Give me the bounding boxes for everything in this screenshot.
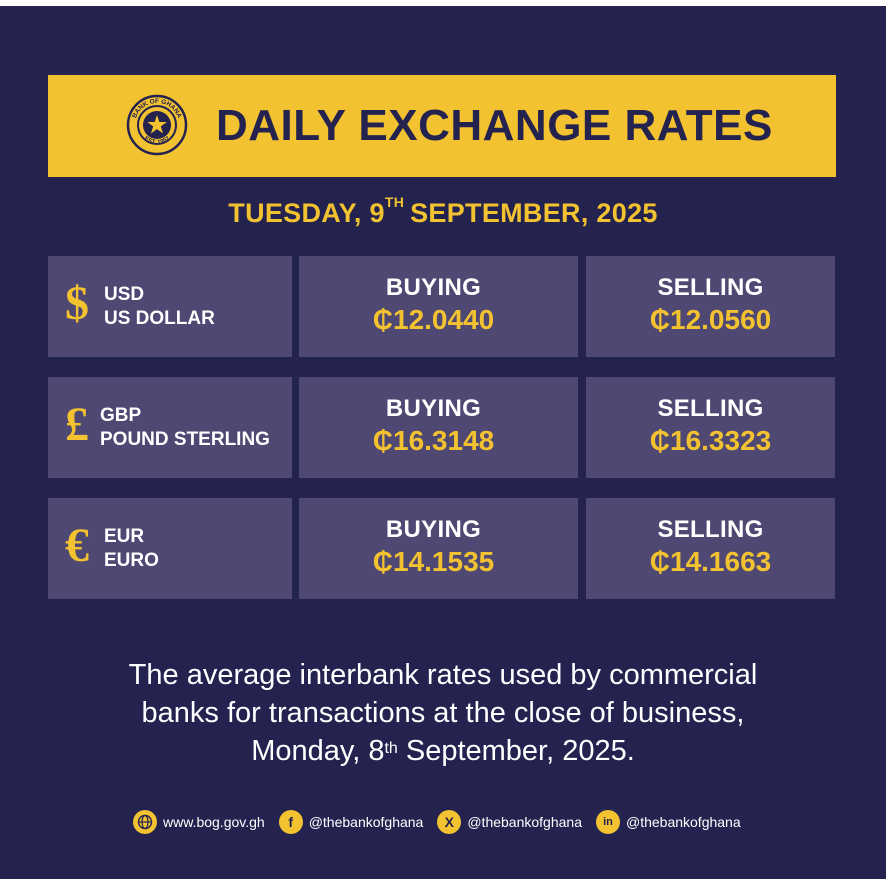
- currency-cell-eur: € EUR EURO: [48, 498, 292, 599]
- buying-rate: ₵16.3148: [372, 425, 495, 456]
- selling-label: SELLING: [657, 274, 764, 301]
- date-rest: SEPTEMBER, 2025: [410, 198, 658, 228]
- linkedin-handle: @thebankofghana: [625, 814, 741, 830]
- currency-code: GBP: [100, 405, 142, 426]
- rates-footnote: The average interbank rates used by comm…: [0, 656, 886, 770]
- x-handle: @thebankofghana: [467, 814, 582, 830]
- currency-code: EUR: [104, 526, 145, 547]
- rates-date: TUESDAY, 9TH SEPTEMBER, 2025: [0, 194, 886, 229]
- selling-cell-gbp: SELLING ₵16.3323: [586, 377, 835, 478]
- social-footer: www.bog.gov.gh f @thebankofghana X @theb…: [133, 810, 741, 834]
- footnote-line-1: The average interbank rates used by comm…: [128, 659, 758, 691]
- linkedin-icon: in: [595, 810, 620, 834]
- currency-cell-usd: $ USD US DOLLAR: [48, 256, 292, 357]
- date-weekday: TUESDAY, 9: [228, 198, 385, 228]
- page-title: DAILY EXCHANGE RATES: [216, 101, 773, 150]
- footnote-date-post: September, 2025.: [397, 735, 635, 767]
- selling-rate: ₵12.0560: [649, 304, 772, 335]
- title-banner: BANK OF GHANA EST. 1957 DAILY EXCHANGE R…: [48, 75, 836, 177]
- buying-label: BUYING: [385, 395, 482, 422]
- footnote-date-pre: Monday, 8: [251, 735, 385, 767]
- footnote-date-ordinal: th: [384, 740, 398, 757]
- date-ordinal: TH: [384, 194, 405, 210]
- footnote-line-3: Monday, 8th September, 2025.: [0, 732, 886, 770]
- facebook-icon: f: [278, 810, 303, 834]
- seal-text-bottom: EST. 1957: [143, 136, 172, 146]
- buying-label: BUYING: [385, 274, 482, 301]
- euro-icon: €: [65, 519, 89, 572]
- buying-rate: ₵14.1535: [372, 546, 495, 577]
- globe-icon: [133, 810, 157, 834]
- buying-rate: ₵12.0440: [372, 304, 495, 335]
- currency-cell-gbp: £ GBP POUND STERLING: [48, 377, 292, 478]
- selling-label: SELLING: [657, 395, 764, 422]
- selling-cell-eur: SELLING ₵14.1663: [586, 498, 835, 599]
- x-link[interactable]: X @thebankofghana: [437, 810, 582, 834]
- currency-name: US DOLLAR: [104, 308, 215, 329]
- selling-rate: ₵16.3323: [649, 425, 772, 456]
- buying-label: BUYING: [385, 516, 482, 543]
- dollar-icon: $: [65, 277, 89, 330]
- buying-cell-gbp: BUYING ₵16.3148: [299, 377, 578, 478]
- currency-code: USD: [104, 284, 145, 305]
- footnote-line-2: banks for transactions at the close of b…: [141, 697, 745, 729]
- facebook-handle: @thebankofghana: [308, 814, 424, 830]
- buying-cell-eur: BUYING ₵14.1535: [299, 498, 578, 599]
- website-link[interactable]: www.bog.gov.gh: [133, 810, 265, 834]
- x-icon: X: [437, 810, 462, 834]
- selling-rate: ₵14.1663: [649, 546, 772, 577]
- pound-icon: £: [65, 398, 89, 451]
- currency-name: EURO: [104, 550, 159, 571]
- website-text: www.bog.gov.gh: [163, 814, 265, 830]
- buying-cell-usd: BUYING ₵12.0440: [299, 256, 578, 357]
- selling-cell-usd: SELLING ₵12.0560: [586, 256, 835, 357]
- facebook-link[interactable]: f @thebankofghana: [278, 810, 424, 834]
- linkedin-link[interactable]: in @thebankofghana: [595, 810, 741, 834]
- svg-text:EST. 1957: EST. 1957: [143, 136, 172, 146]
- currency-name: POUND STERLING: [100, 429, 270, 450]
- selling-label: SELLING: [657, 516, 764, 543]
- bank-of-ghana-seal-icon: BANK OF GHANA EST. 1957: [126, 94, 188, 156]
- exchange-rates-poster: BANK OF GHANA EST. 1957 DAILY EXCHANGE R…: [0, 6, 886, 879]
